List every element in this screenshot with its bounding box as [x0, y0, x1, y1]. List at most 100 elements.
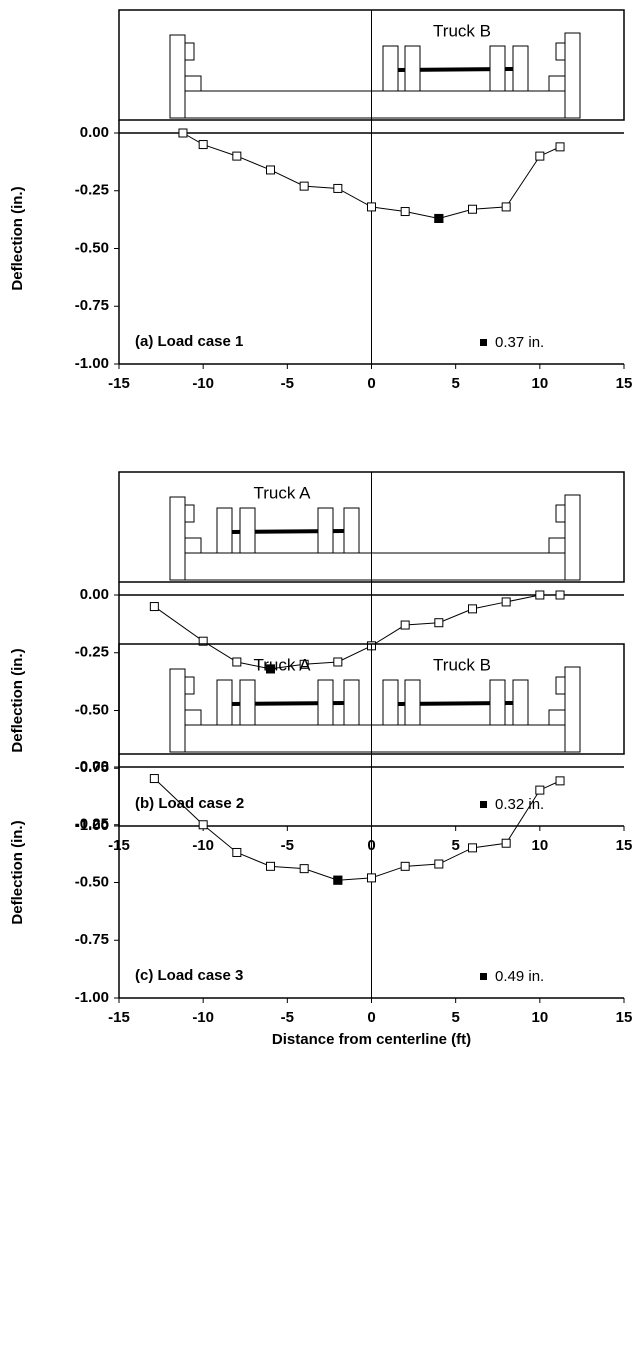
- x-tick-label: 5: [451, 837, 459, 854]
- x-tick-label: -5: [281, 837, 294, 854]
- truck-label: Truck A: [254, 483, 312, 502]
- point: [299, 864, 309, 874]
- diagram-shape: [564, 32, 581, 119]
- point: [232, 847, 242, 857]
- x-tick-label: -10: [192, 1009, 214, 1026]
- point: [434, 859, 444, 869]
- point: [333, 183, 343, 193]
- point: [535, 785, 545, 795]
- truck-label: Truck B: [433, 655, 491, 674]
- diagram-shape: [216, 679, 233, 726]
- y-tick-label: -0.25: [75, 182, 109, 199]
- max-point: [333, 875, 343, 885]
- x-tick-label: -15: [108, 1009, 130, 1026]
- x-tick-label: 10: [531, 837, 548, 854]
- point: [555, 776, 565, 786]
- x-tick-label: -10: [192, 837, 214, 854]
- legend-label: 0.32 in.: [495, 796, 544, 813]
- diagram-shape: [548, 75, 566, 92]
- diagram-shape: [184, 90, 566, 119]
- diagram-shape: [239, 507, 256, 554]
- point: [535, 151, 545, 161]
- y-tick-label: 0.00: [80, 586, 109, 603]
- diagram-shape: [184, 552, 566, 581]
- y-tick-label: -1.00: [75, 989, 109, 1006]
- diagram-shape: [184, 676, 195, 695]
- legend-marker: [480, 339, 487, 346]
- diagram-shape: [564, 666, 581, 753]
- x-tick-label: 0: [367, 1009, 375, 1026]
- point: [468, 604, 477, 614]
- y-axis-label: Deflection (in.): [9, 648, 26, 752]
- point: [501, 838, 511, 848]
- x-tick-label: 15: [616, 1009, 633, 1026]
- annotation: (b) Load case 2: [135, 795, 244, 812]
- point: [198, 636, 208, 646]
- diagram-shape: [548, 537, 566, 554]
- diagram-shape: [239, 679, 256, 726]
- point: [400, 207, 410, 217]
- y-tick-label: -0.25: [75, 816, 109, 833]
- truck-label: Truck A: [254, 655, 312, 674]
- diagram-shape: [548, 709, 566, 726]
- diagram-shape: [555, 676, 566, 695]
- y-tick-label: -0.75: [75, 931, 109, 948]
- point: [198, 140, 208, 150]
- y-axis-label: Deflection (in.): [9, 186, 26, 290]
- point: [555, 142, 565, 152]
- y-tick-label: -0.50: [75, 239, 109, 256]
- x-tick-label: -5: [281, 1009, 294, 1026]
- diagram-shape: [343, 507, 360, 554]
- diagram-shape: [169, 34, 186, 119]
- point: [367, 873, 376, 883]
- diagram-shape: [184, 504, 195, 523]
- diagram-shape: [184, 75, 202, 92]
- x-tick-label: -5: [281, 375, 294, 392]
- diagram-shape: [343, 679, 360, 726]
- x-tick-label: 5: [451, 1009, 459, 1026]
- y-tick-label: 0.00: [80, 124, 109, 141]
- truck-label: Truck B: [433, 21, 491, 40]
- point: [266, 165, 275, 175]
- y-tick-label: -0.25: [75, 644, 109, 661]
- point: [501, 202, 511, 212]
- max-point: [266, 664, 275, 674]
- point: [178, 128, 188, 138]
- point: [149, 774, 159, 784]
- point: [232, 657, 242, 667]
- diagram-shape: [169, 496, 186, 581]
- y-tick-label: -0.75: [75, 297, 109, 314]
- point: [266, 861, 275, 871]
- max-point: [434, 213, 444, 223]
- legend-marker: [480, 973, 487, 980]
- point: [198, 820, 208, 830]
- diagram-shape: [489, 679, 506, 726]
- point: [535, 590, 545, 600]
- point: [400, 620, 410, 630]
- point: [232, 151, 242, 161]
- point: [501, 597, 511, 607]
- diagram-shape: [382, 679, 399, 726]
- diagram-shape: [184, 537, 202, 554]
- x-tick-label: -10: [192, 375, 214, 392]
- diagram-shape: [512, 45, 529, 92]
- legend-label: 0.49 in.: [495, 968, 544, 985]
- point: [400, 861, 410, 871]
- point: [555, 590, 565, 600]
- point: [299, 659, 309, 669]
- diagram-shape: [404, 45, 421, 92]
- x-tick-label: 10: [531, 375, 548, 392]
- point: [367, 202, 376, 212]
- diagram-shape: [382, 45, 399, 92]
- deflection-line: [154, 594, 561, 670]
- y-tick-label: -0.50: [75, 701, 109, 718]
- diagram-shape: [184, 724, 566, 753]
- diagram-shape: [317, 507, 334, 554]
- x-tick-label: 0: [367, 375, 375, 392]
- diagram-shape: [169, 668, 186, 753]
- point: [333, 657, 343, 667]
- y-axis-label: Deflection (in.): [9, 820, 26, 924]
- y-tick-label: -1.00: [75, 817, 109, 834]
- y-tick-label: 0.00: [80, 758, 109, 775]
